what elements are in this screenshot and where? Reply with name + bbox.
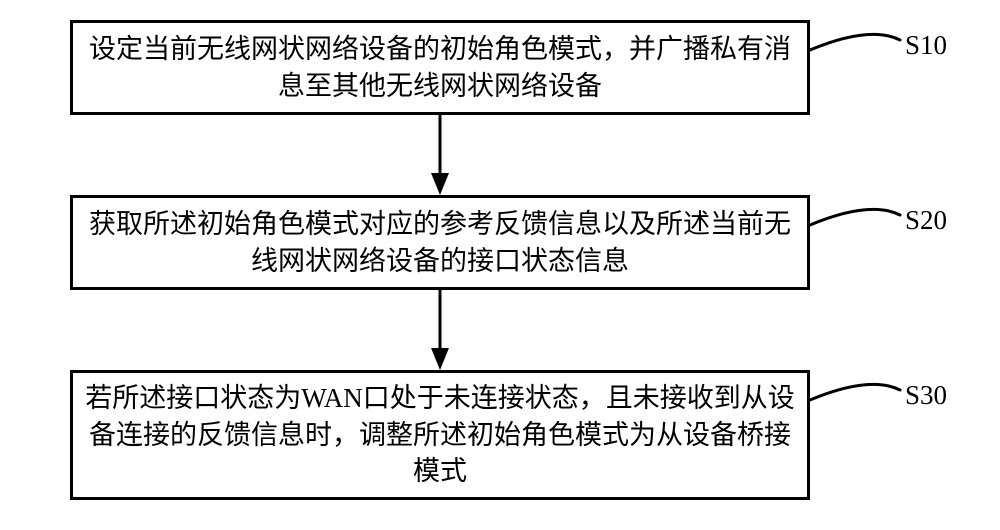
step-box-s30: 若所述接口状态为WAN口处于未连接状态，且未接收到从设备连接的反馈信息时，调整所… (70, 370, 810, 500)
step-text-s30: 若所述接口状态为WAN口处于未连接状态，且未接收到从设备连接的反馈信息时，调整所… (85, 380, 795, 489)
step-text-s20: 获取所述初始角色模式对应的参考反馈信息以及所述当前无线网状网络设备的接口状态信息 (85, 206, 795, 279)
step-text-s10: 设定当前无线网状网络设备的初始角色模式，并广播私有消息至其他无线网状网络设备 (85, 31, 795, 104)
step-box-s10: 设定当前无线网状网络设备的初始角色模式，并广播私有消息至其他无线网状网络设备 (70, 20, 810, 115)
step-box-s20: 获取所述初始角色模式对应的参考反馈信息以及所述当前无线网状网络设备的接口状态信息 (70, 195, 810, 290)
flowchart-canvas: 设定当前无线网状网络设备的初始角色模式，并广播私有消息至其他无线网状网络设备 S… (0, 0, 1000, 530)
step-label-s20: S20 (905, 205, 947, 236)
step-label-s10: S10 (905, 30, 947, 61)
step-label-s30: S30 (905, 380, 947, 411)
